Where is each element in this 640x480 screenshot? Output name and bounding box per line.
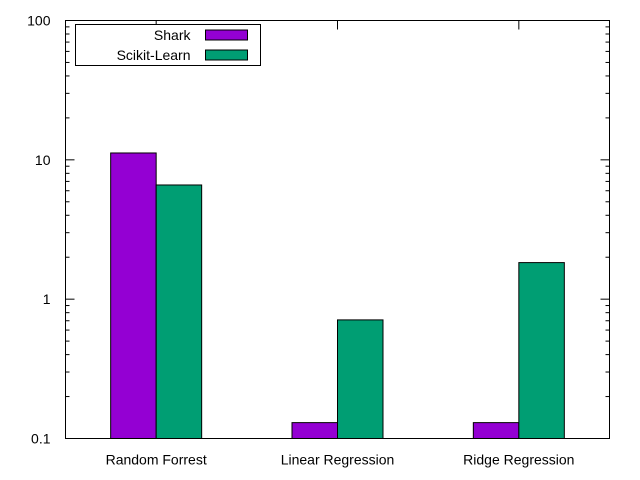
bars-group — [110, 152, 565, 440]
legend: Shark Scikit-Learn — [75, 24, 261, 66]
y-tick-label: 0.1 — [31, 431, 51, 447]
bar-scikit-learn — [518, 262, 565, 439]
legend-label: Shark — [154, 27, 192, 43]
bar-shark — [472, 422, 520, 440]
y-tick-label: 10 — [35, 152, 51, 168]
y-tick-label: 1 — [43, 291, 51, 307]
x-category-label: Random Forrest — [106, 452, 207, 468]
legend-label: Scikit-Learn — [117, 47, 191, 63]
legend-swatch — [205, 29, 248, 41]
x-category-label: Linear Regression — [281, 452, 395, 468]
bar-shark — [291, 422, 338, 440]
x-category-label: Ridge Regression — [463, 452, 574, 468]
bar-scikit-learn — [337, 319, 384, 439]
axis-labels: 0.1 1 10 100 Random Forrest Linear Regression… — [27, 13, 574, 468]
plot-frame — [65, 20, 610, 439]
bar-shark — [110, 152, 157, 439]
legend-swatch — [205, 49, 248, 61]
y-tick-label: 100 — [27, 13, 51, 29]
bar-scikit-learn — [155, 184, 203, 439]
